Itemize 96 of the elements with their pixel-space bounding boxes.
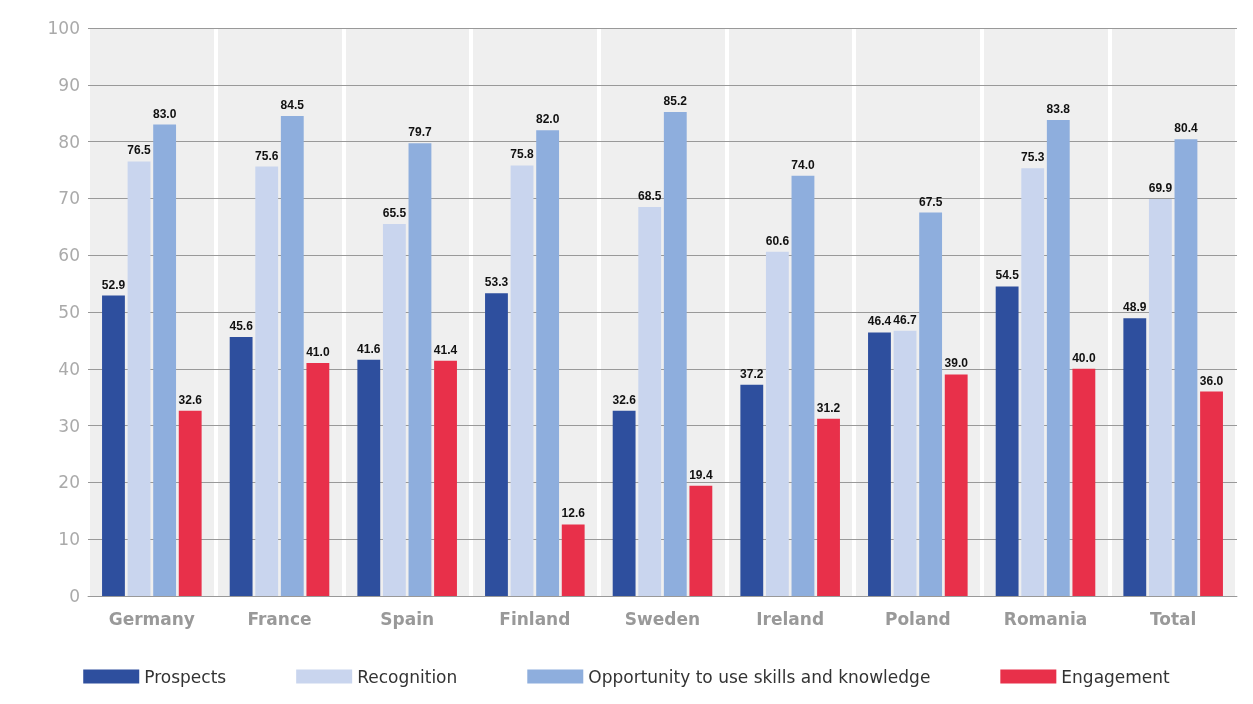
bar (306, 363, 330, 596)
data-label: 82.0 (535, 112, 560, 127)
bar (638, 206, 662, 596)
data-label: 84.5 (280, 98, 305, 113)
data-label: 69.9 (1148, 180, 1173, 195)
y-tick-label: 90 (58, 74, 80, 95)
data-label: 74.0 (791, 157, 815, 172)
bar (1123, 318, 1147, 596)
bar (536, 130, 560, 596)
data-label: 75.6 (255, 148, 279, 163)
bar (102, 295, 125, 596)
x-tick-label: Spain (380, 608, 435, 629)
bar (229, 336, 253, 596)
data-label: 68.5 (638, 188, 662, 203)
data-label: 39.0 (944, 356, 969, 371)
bar (408, 143, 432, 596)
y-tick-label: 60 (58, 245, 80, 266)
bar (765, 251, 789, 596)
data-label: 80.4 (1174, 121, 1198, 136)
bar (1174, 139, 1198, 596)
data-label: 83.0 (152, 106, 177, 121)
data-label: 75.3 (1021, 150, 1045, 165)
bar (434, 360, 457, 596)
bar (561, 524, 585, 596)
bar (1200, 391, 1223, 596)
data-label: 60.6 (765, 233, 790, 248)
bar (485, 293, 508, 596)
bar (791, 175, 815, 596)
legend-label: Recognition (357, 666, 458, 687)
data-label: 41.6 (357, 341, 381, 356)
bar (893, 330, 917, 596)
bar (944, 374, 968, 596)
data-label: 65.5 (382, 205, 407, 220)
data-label: 52.9 (101, 277, 126, 292)
y-tick-label: 0 (69, 586, 80, 606)
y-tick-label: 80 (58, 131, 80, 152)
x-tick-label: Ireland (756, 608, 825, 629)
bar (919, 212, 943, 596)
data-label: 83.8 (1046, 102, 1071, 117)
x-tick-label: Romania (1003, 608, 1088, 629)
bar (280, 116, 304, 596)
bar (382, 223, 406, 596)
bar (255, 166, 279, 596)
data-label: 36.0 (1199, 373, 1224, 388)
bar (740, 384, 764, 596)
bar (510, 165, 534, 596)
x-tick-label: Germany (108, 608, 195, 629)
data-label: 41.0 (306, 345, 330, 360)
bar (817, 418, 840, 596)
data-label: 75.8 (510, 147, 535, 162)
bar (127, 161, 151, 596)
x-tick-label: Sweden (624, 608, 701, 629)
y-tick-label: 40 (58, 358, 80, 379)
data-label: 46.7 (893, 312, 918, 327)
data-label: 41.4 (433, 342, 458, 357)
legend-label: Opportunity to use skills and knowledge (588, 666, 931, 687)
x-tick-label: Poland (884, 608, 951, 629)
data-label: 79.7 (408, 125, 432, 140)
x-tick-label: Total (1149, 608, 1197, 629)
y-tick-label: 50 (58, 302, 80, 322)
y-tick-label: 70 (58, 188, 80, 209)
y-tick-label: 10 (58, 529, 80, 550)
data-label: 37.2 (740, 366, 764, 381)
y-tick-label: 20 (58, 472, 80, 493)
y-tick-label: 100 (47, 18, 80, 38)
data-label: 19.4 (689, 467, 713, 482)
bar (1021, 168, 1045, 596)
bar (612, 410, 636, 596)
data-label: 12.6 (561, 506, 586, 521)
bar (689, 485, 713, 596)
data-label: 32.6 (612, 392, 637, 407)
data-label: 46.4 (867, 314, 892, 329)
data-label: 67.5 (918, 194, 943, 209)
bar (153, 124, 177, 596)
legend-label: Engagement (1061, 666, 1171, 687)
data-label: 53.3 (484, 275, 509, 290)
data-label: 32.6 (178, 392, 203, 407)
bar (1072, 368, 1096, 596)
bar (1046, 120, 1070, 596)
data-label: 76.5 (127, 143, 152, 158)
bar (995, 286, 1019, 596)
y-tick-label: 30 (58, 415, 80, 436)
bar (868, 332, 891, 596)
data-label: 45.6 (229, 318, 254, 333)
data-label: 48.9 (1123, 300, 1147, 315)
bar (663, 112, 687, 596)
bar (178, 410, 202, 596)
x-tick-label: Finland (499, 608, 571, 629)
bar (357, 359, 381, 596)
data-label: 54.5 (995, 268, 1020, 283)
data-label: 85.2 (663, 94, 688, 109)
x-tick-label: France (247, 608, 312, 629)
legend-label: Prospects (144, 666, 227, 687)
bar (1148, 198, 1172, 596)
data-label: 40.0 (1072, 350, 1096, 365)
data-label: 31.2 (816, 400, 841, 415)
